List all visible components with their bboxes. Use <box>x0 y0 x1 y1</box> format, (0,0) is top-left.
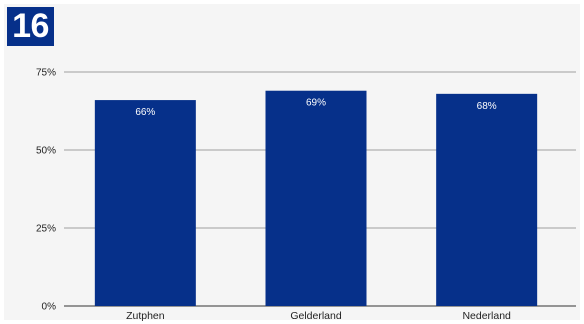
bar-nederland <box>436 93 538 306</box>
y-tick-label: 50% <box>36 146 56 157</box>
labels: 0% 25% 50% 75% 66% Zutphen 69% Gelderland 68% Ned… <box>36 68 511 323</box>
y-tick-label: 0% <box>42 302 57 313</box>
x-category-label: Zutphen <box>126 310 165 322</box>
y-tick-label: 25% <box>36 224 56 235</box>
bars <box>94 90 538 306</box>
x-category-label: Gelderland <box>290 310 342 322</box>
data-label: 68% <box>477 101 497 112</box>
x-category-label: Nederland <box>462 310 511 322</box>
bar-zutphen <box>94 100 196 306</box>
page-number-badge: 16 <box>7 7 54 46</box>
y-tick-label: 75% <box>36 68 56 79</box>
bar-gelderland <box>265 90 367 306</box>
data-label: 69% <box>306 98 326 109</box>
data-label: 66% <box>135 107 155 118</box>
